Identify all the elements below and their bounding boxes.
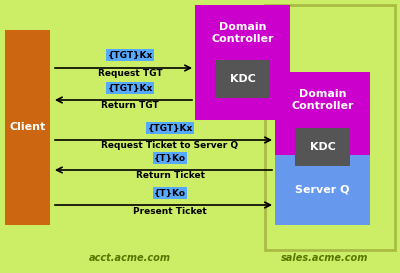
- Bar: [215, 60, 270, 98]
- Text: {T}Ko: {T}Ko: [154, 188, 186, 197]
- Bar: [195, 5, 290, 120]
- Text: Client: Client: [9, 123, 46, 132]
- Text: {TGT}Kx: {TGT}Kx: [107, 84, 153, 93]
- Bar: [265, 5, 395, 250]
- Text: Present Ticket: Present Ticket: [133, 206, 207, 215]
- Text: Request TGT: Request TGT: [98, 70, 162, 79]
- Text: Request Ticket to Server Q: Request Ticket to Server Q: [102, 141, 238, 150]
- Text: Domain
Controller: Domain Controller: [211, 22, 274, 44]
- Text: {TGT}Kx: {TGT}Kx: [147, 123, 193, 132]
- Text: Return Ticket: Return Ticket: [136, 171, 204, 180]
- Text: KDC: KDC: [310, 142, 336, 152]
- Bar: [275, 155, 370, 225]
- Text: {T}Ko: {T}Ko: [154, 153, 186, 162]
- Text: {TGT}Kx: {TGT}Kx: [107, 51, 153, 60]
- Text: acct.acme.com: acct.acme.com: [89, 253, 171, 263]
- Bar: [5, 30, 50, 225]
- Bar: [295, 128, 350, 166]
- Text: Domain
Controller: Domain Controller: [291, 89, 354, 111]
- Text: Server Q: Server Q: [295, 185, 350, 195]
- Text: KDC: KDC: [230, 74, 256, 84]
- Text: Return TGT: Return TGT: [101, 102, 159, 111]
- Text: sales.acme.com: sales.acme.com: [281, 253, 369, 263]
- Bar: [275, 72, 370, 187]
